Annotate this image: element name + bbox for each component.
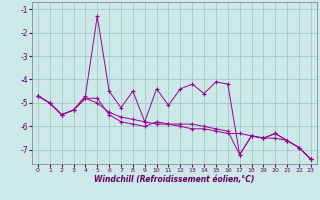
X-axis label: Windchill (Refroidissement éolien,°C): Windchill (Refroidissement éolien,°C) bbox=[94, 175, 255, 184]
